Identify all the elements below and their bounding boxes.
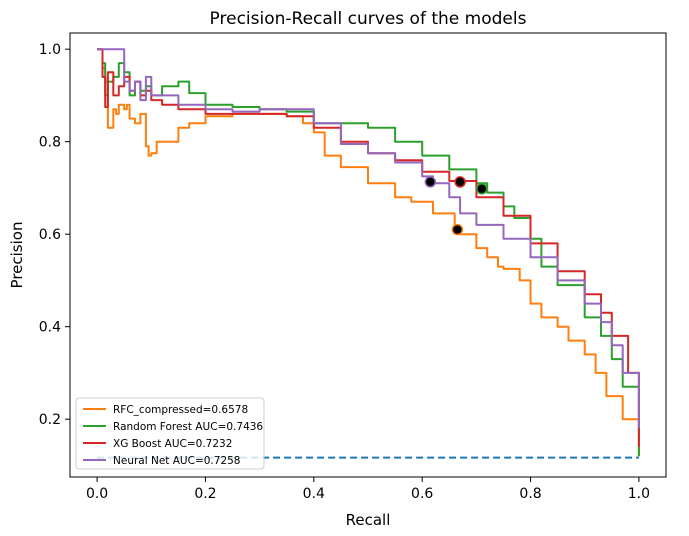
legend-label-2: XG Boost AUC=0.7232 (113, 438, 232, 450)
x-tick-label: 0.6 (411, 486, 433, 502)
x-tick-label: 0.0 (86, 486, 108, 502)
x-tick-label: 0.4 (303, 486, 325, 502)
legend-label-0: RFC_compressed=0.6578 (113, 404, 248, 416)
chart-title: Precision-Recall curves of the models (210, 9, 527, 29)
y-tick-label: 0.8 (39, 135, 61, 151)
y-axis-label: Precision (8, 222, 26, 289)
x-axis-label: Recall (346, 511, 391, 529)
series-line-3 (97, 48, 640, 429)
threshold-point-0 (451, 223, 464, 236)
x-tick-label: 1.0 (628, 486, 650, 502)
x-axis-ticks: 0.0 0.2 0.4 0.6 0.8 1.0 (86, 477, 650, 502)
y-tick-label: 0.2 (39, 412, 61, 428)
threshold-point-2 (454, 176, 466, 188)
threshold-point-3 (424, 176, 437, 188)
legend-label-3: Neural Net AUC=0.7258 (113, 455, 240, 467)
marker-layer (424, 176, 488, 236)
y-tick-label: 1.0 (39, 42, 61, 58)
plot-frame (69, 32, 667, 478)
y-tick-label: 0.6 (39, 227, 61, 243)
y-tick-label: 0.4 (39, 320, 61, 336)
legend-box (75, 397, 265, 470)
x-tick-label: 0.2 (194, 486, 216, 502)
y-axis-ticks: 0.2 0.4 0.6 0.8 1.0 (39, 42, 70, 428)
threshold-point-1 (476, 183, 488, 195)
x-tick-label: 0.8 (519, 486, 541, 502)
legend-label-1: Random Forest AUC=0.7436 (113, 421, 263, 433)
legend: RFC_compressed=0.6578 Random Forest AUC=0… (75, 397, 265, 470)
